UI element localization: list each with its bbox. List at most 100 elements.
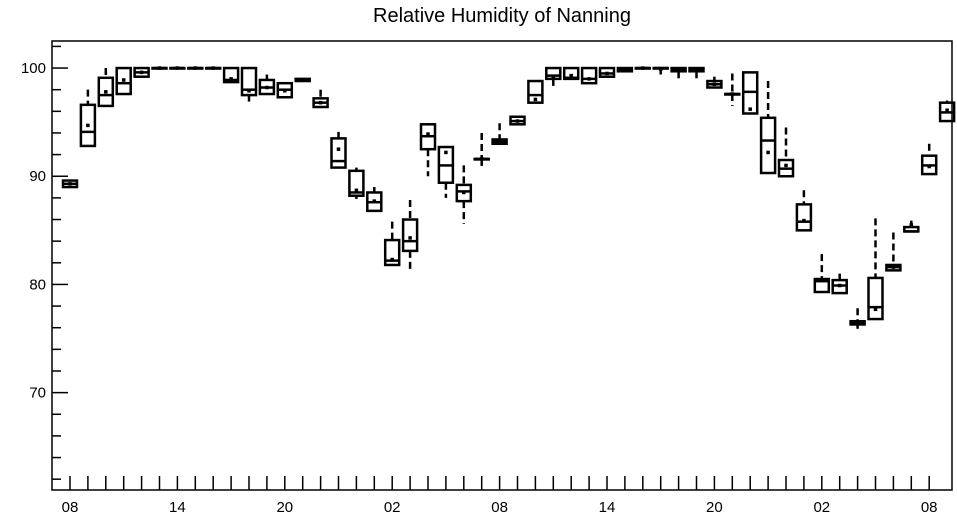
- y-tick-label: 100: [21, 60, 46, 77]
- mean-marker: [641, 66, 645, 70]
- mean-marker: [86, 123, 90, 128]
- box-item: [366, 187, 383, 213]
- box-series: [61, 66, 956, 329]
- mean-marker: [712, 82, 717, 87]
- box-iqr: [455, 183, 473, 203]
- mean-marker: [354, 188, 359, 193]
- box-item: [455, 165, 473, 224]
- box-item: [348, 167, 365, 199]
- box-item: [401, 200, 419, 272]
- box-item: [634, 66, 652, 70]
- box-item: [938, 100, 956, 123]
- box-item: [759, 81, 777, 175]
- box-item: [133, 66, 150, 78]
- box-item: [795, 190, 813, 232]
- box-item: [831, 273, 848, 295]
- y-tick-label: 90: [29, 168, 46, 185]
- mean-marker: [336, 147, 341, 151]
- box-item: [276, 81, 294, 99]
- x-tick-label: 20: [706, 499, 723, 516]
- box-item: [383, 221, 401, 267]
- mean-marker: [569, 73, 573, 78]
- mean-marker: [247, 89, 251, 93]
- box-iqr: [383, 238, 401, 267]
- x-tick-label: 08: [921, 499, 938, 516]
- box-iqr: [222, 66, 240, 84]
- box-item: [97, 68, 115, 108]
- mean-marker: [855, 321, 860, 326]
- box-iqr: [79, 103, 97, 148]
- box-item: [867, 218, 884, 321]
- box-iqr: [527, 79, 544, 104]
- x-tick-label: 02: [384, 499, 401, 516]
- box-item: [437, 145, 455, 198]
- x-tick-label: 14: [599, 499, 616, 516]
- mean-marker: [157, 66, 162, 70]
- box-item: [580, 66, 598, 85]
- box-iqr: [759, 116, 777, 175]
- mean-marker: [623, 67, 627, 71]
- box-iqr: [115, 66, 132, 96]
- mean-marker: [408, 236, 412, 240]
- mean-marker: [766, 150, 770, 155]
- box-item: [885, 232, 902, 272]
- mean-marker: [605, 71, 609, 76]
- mean-marker: [587, 77, 591, 81]
- mean-marker: [372, 199, 377, 203]
- mean-marker: [802, 218, 806, 223]
- x-tick-label: 08: [491, 499, 508, 516]
- mean-marker: [68, 182, 72, 186]
- mean-marker: [891, 265, 896, 269]
- y-tick-label: 80: [29, 276, 46, 293]
- box-item: [79, 89, 97, 148]
- box-item: [509, 115, 526, 126]
- mean-marker: [175, 66, 180, 70]
- mean-marker: [497, 139, 502, 144]
- box-iqr: [580, 66, 598, 85]
- x-tick-label: 14: [169, 499, 186, 516]
- box-item: [741, 71, 759, 115]
- box-item: [294, 77, 311, 83]
- box-iqr: [330, 137, 347, 169]
- box-iqr: [240, 66, 258, 97]
- box-item: [903, 220, 920, 233]
- mean-marker: [551, 74, 556, 79]
- box-iqr: [867, 276, 884, 321]
- mean-marker: [748, 107, 752, 111]
- box-iqr: [348, 169, 365, 197]
- chart-title: Relative Humidity of Nanning: [373, 5, 631, 27]
- box-iqr: [97, 76, 115, 108]
- box-item: [652, 66, 669, 75]
- mean-marker: [229, 77, 233, 81]
- box-item: [258, 74, 276, 96]
- mean-marker: [945, 108, 949, 112]
- box-item: [61, 179, 79, 189]
- box-item: [222, 66, 240, 84]
- box-item: [562, 66, 580, 81]
- box-iqr: [795, 203, 813, 232]
- box-item: [151, 66, 168, 70]
- box-item: [419, 123, 437, 177]
- box-item: [688, 66, 705, 79]
- x-axis: 08 14 20 02 08 14 20 02 08: [62, 476, 938, 516]
- mean-marker: [265, 85, 269, 90]
- mean-marker: [211, 66, 215, 70]
- mean-marker: [515, 119, 520, 123]
- box-iqr: [545, 66, 562, 81]
- mean-marker: [658, 67, 663, 71]
- box-item: [491, 123, 508, 146]
- mean-marker: [462, 190, 466, 195]
- box-item: [169, 66, 186, 70]
- box-item: [527, 79, 544, 104]
- box-item: [777, 127, 795, 178]
- mean-marker: [927, 164, 931, 169]
- box-item: [204, 66, 222, 70]
- y-axis: 70 80 90 100: [21, 45, 68, 480]
- x-tick-label: 08: [62, 499, 79, 516]
- mean-marker: [139, 70, 144, 75]
- mean-marker: [533, 97, 538, 102]
- box-item: [115, 66, 132, 96]
- box-item: [706, 76, 723, 89]
- box-item: [473, 132, 490, 168]
- box-item: [724, 73, 741, 106]
